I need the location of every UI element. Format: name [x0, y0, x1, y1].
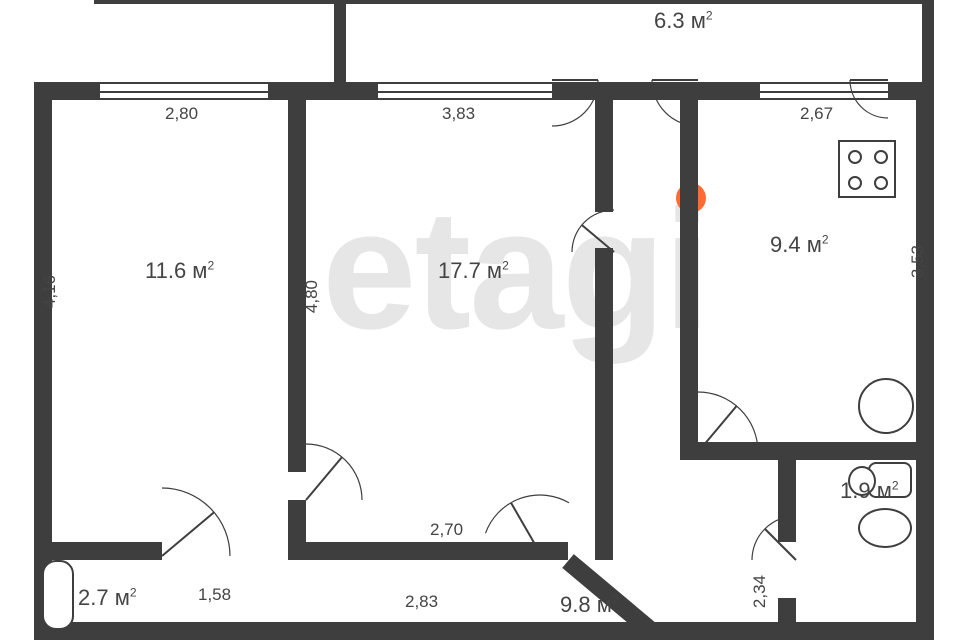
floor-plan-stage: etagi6.3 м211.6 м217.7 м29.4 м22.7 м29.8… — [0, 0, 960, 640]
door-4 — [248, 442, 364, 558]
area-label-bathroom: 2.7 м2 — [78, 585, 137, 611]
dimension-5: 3,53 — [908, 245, 928, 278]
wall-16 — [334, 0, 346, 82]
door-1 — [650, 32, 746, 128]
dimension-4: 4,80 — [302, 280, 322, 313]
dimension-6: 2,70 — [430, 520, 463, 540]
dimension-8: 2,83 — [405, 592, 438, 612]
fixture-stove — [838, 140, 896, 198]
area-label-living: 17.7 м2 — [438, 258, 509, 284]
wall-15 — [94, 0, 934, 4]
door-6 — [570, 208, 658, 296]
fixture-sink — [858, 378, 914, 434]
area-label-wc: 1.9 м2 — [840, 478, 899, 504]
dimension-2: 2,67 — [800, 104, 833, 124]
dimension-0: 2,80 — [165, 104, 198, 124]
wall-12 — [916, 82, 934, 640]
door-7 — [636, 390, 760, 514]
door-0 — [504, 32, 600, 128]
dimension-9: 2,34 — [750, 575, 770, 608]
area-label-corridor: 9.8 м2 — [560, 592, 619, 618]
fixture-bathtub — [42, 560, 74, 630]
dimension-3: 4,16 — [40, 275, 60, 308]
door-2 — [848, 40, 928, 120]
dimension-7: 1,58 — [198, 585, 231, 605]
area-label-bedroom: 11.6 м2 — [145, 258, 214, 284]
wall-2 — [288, 82, 306, 472]
wall-14 — [294, 622, 934, 640]
window-0 — [100, 82, 268, 100]
fixture-basin — [858, 508, 912, 548]
area-label-kitchen: 9.4 м2 — [770, 232, 829, 258]
dimension-1: 3,83 — [442, 104, 475, 124]
area-label-balcony: 6.3 м2 — [654, 8, 713, 34]
